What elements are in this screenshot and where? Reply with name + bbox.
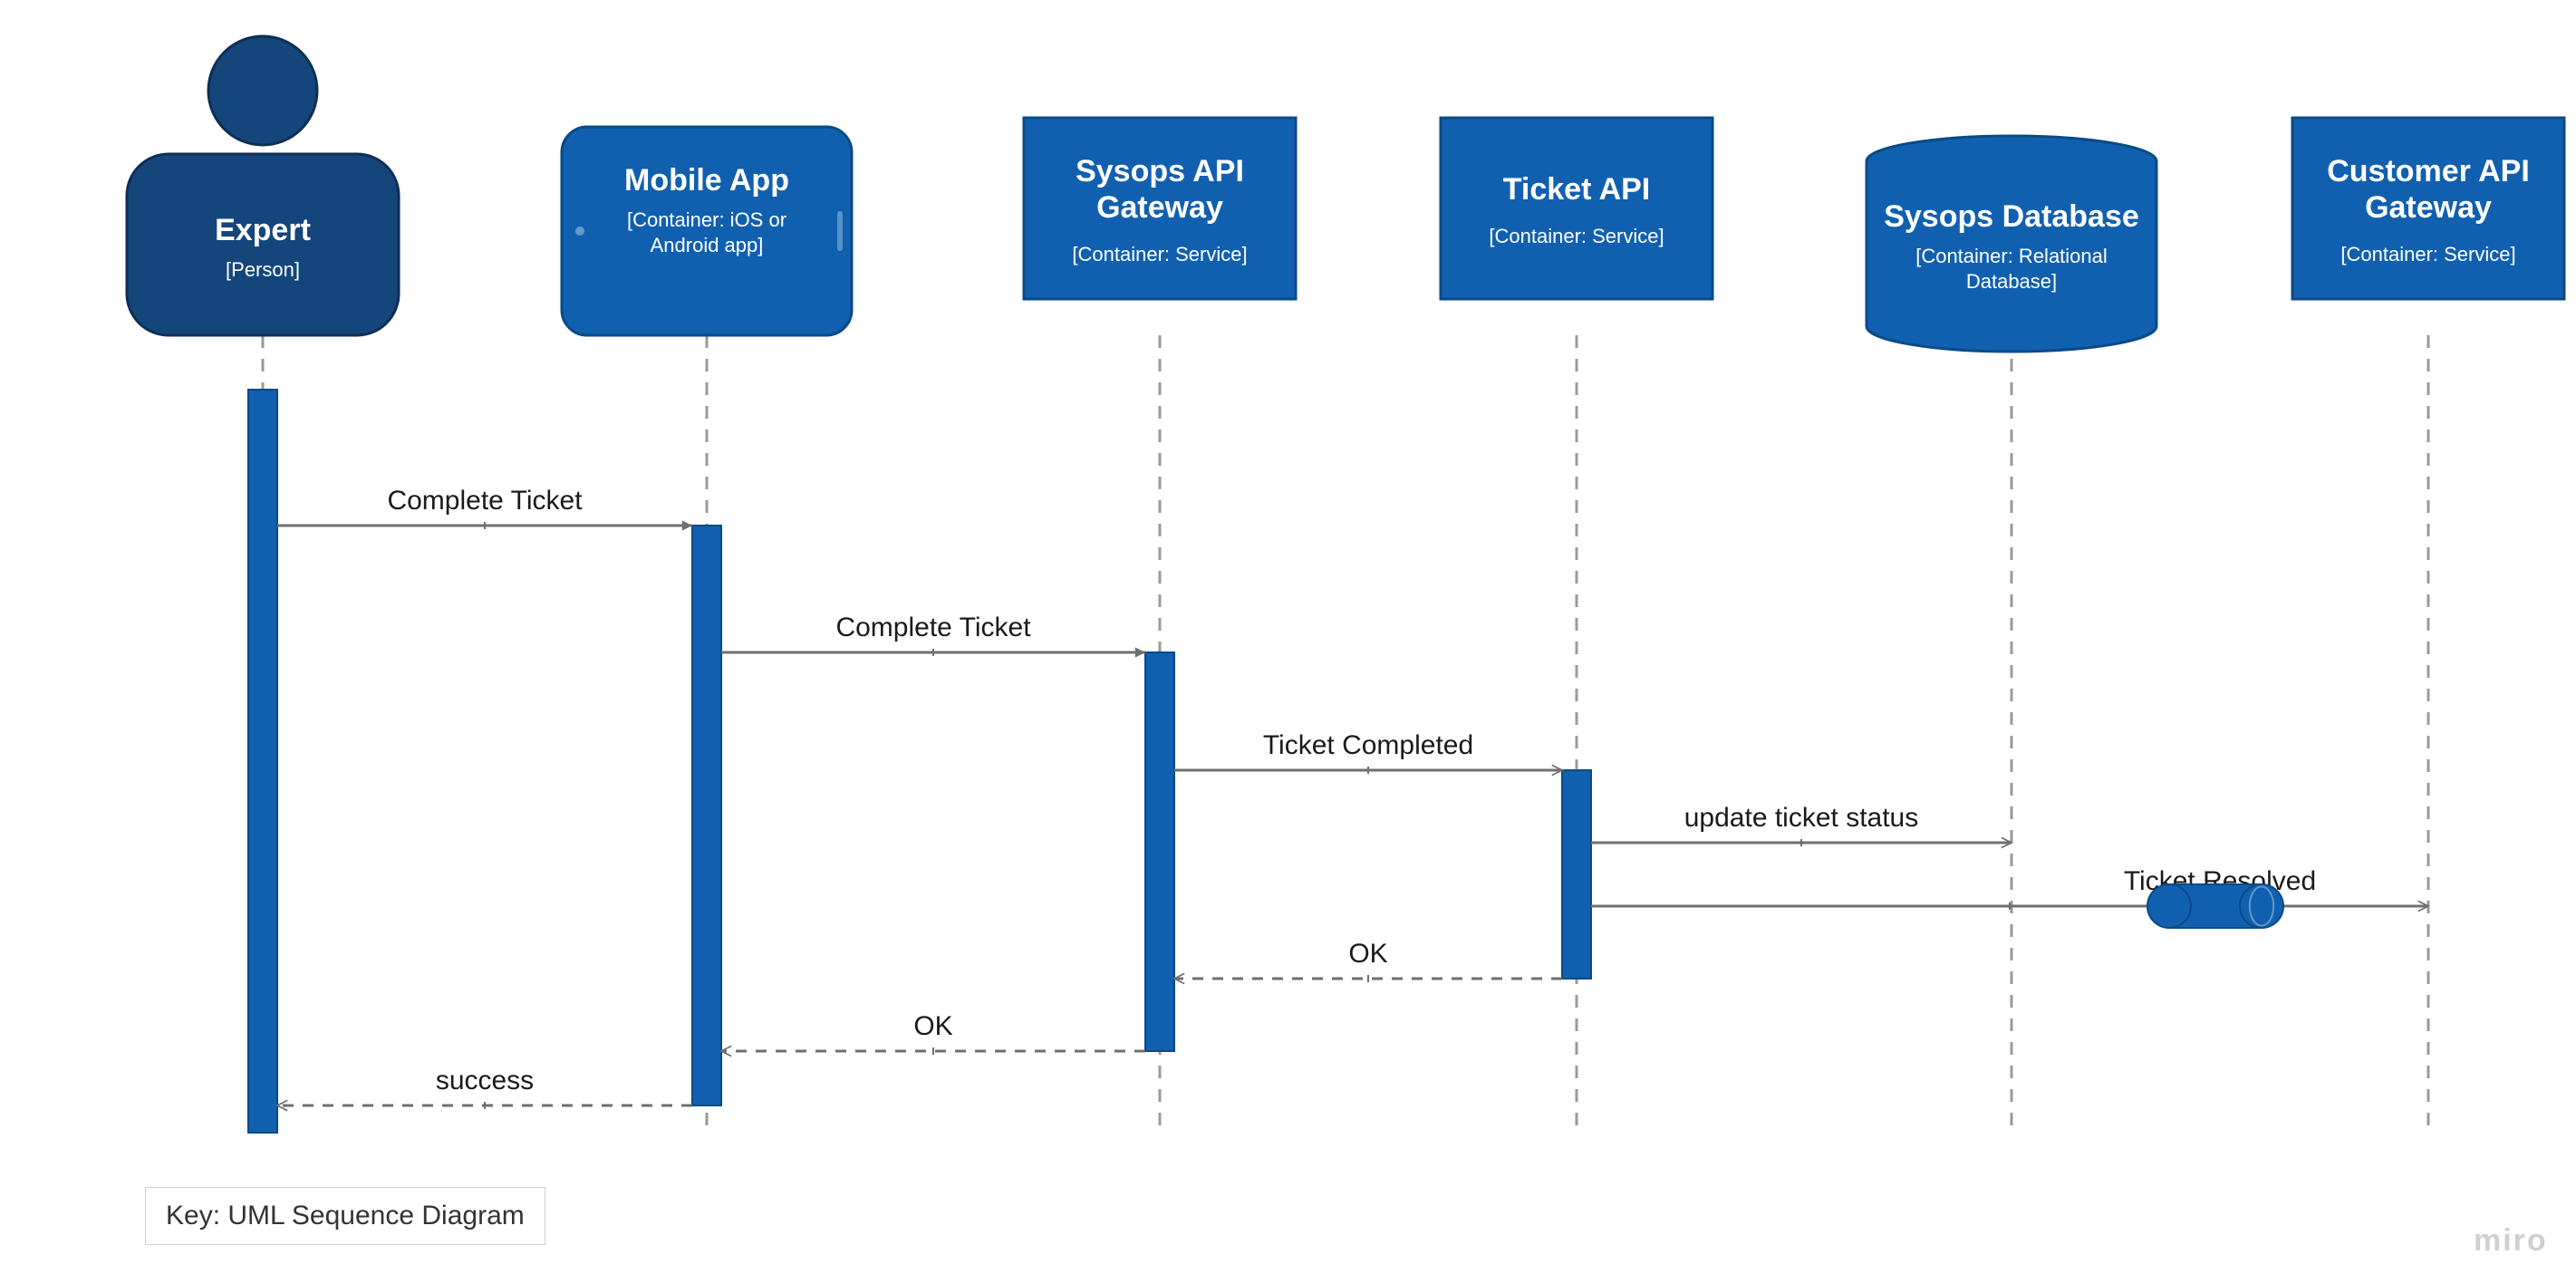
participant-title: Expert [215, 213, 311, 247]
participant-title: Gateway [2365, 190, 2492, 225]
participant-subtitle: [Container: Relational [1915, 245, 2108, 267]
message-label: Complete Ticket [835, 613, 1031, 642]
message-label: Ticket Completed [1263, 730, 1473, 760]
diagram-canvas: Expert [Person] Mobile App [Container: iOS … [0, 0, 2576, 1274]
message-label: success [436, 1066, 534, 1095]
participant-subtitle: Android app] [651, 234, 764, 256]
participant-db: Sysops Database [Container: Relational Dat… [1867, 136, 2156, 352]
participant-ticket: Ticket API [Container: Service] [1441, 118, 1713, 299]
participant-subtitle: [Person] [226, 258, 300, 281]
activation-mobile [692, 526, 721, 1105]
participant-mobile: Mobile App [Container: iOS or Android app] [562, 127, 852, 335]
message-label: Complete Ticket [387, 486, 583, 516]
message-m1: Complete Ticket [277, 486, 692, 529]
message-label: OK [1348, 939, 1387, 969]
message-m8: success [277, 1066, 692, 1109]
watermark: miro [2474, 1223, 2548, 1259]
activation-ticket [1562, 770, 1591, 979]
message-label: OK [913, 1011, 952, 1041]
participant-title: Ticket API [1503, 172, 1651, 207]
participant-title: Sysops API [1076, 154, 1244, 188]
diagram-key: Key: UML Sequence Diagram [145, 1187, 545, 1245]
sequence-diagram-svg: Expert [Person] Mobile App [Container: iOS … [0, 0, 2576, 1274]
message-m6: OK [1174, 939, 1562, 982]
activation-sysops [1145, 652, 1174, 1051]
participant-sysops: Sysops APIGateway [Container: Service] [1024, 118, 1296, 299]
participant-title: Mobile App [624, 163, 789, 198]
participant-subtitle: [Container: Service] [1072, 243, 1247, 265]
message-m4: update ticket status [1591, 803, 2012, 846]
message-label: update ticket status [1684, 803, 1919, 833]
participant-subtitle: Database] [1966, 270, 2057, 293]
message-m5: Ticket Resolved [1591, 866, 2428, 928]
activation-expert [248, 390, 277, 1133]
message-m3: Ticket Completed [1174, 730, 1562, 774]
participant-subtitle: [Container: iOS or [627, 208, 786, 231]
message-m2: Complete Ticket [721, 613, 1145, 656]
participant-title: Gateway [1096, 190, 1223, 225]
participant-customer: Customer APIGateway [Container: Service] [2292, 118, 2564, 299]
participant-subtitle: [Container: Service] [1489, 225, 1664, 247]
participant-title: Customer API [2327, 154, 2530, 188]
participant-expert: Expert [Person] [127, 36, 399, 335]
message-m7: OK [721, 1011, 1145, 1055]
participant-title: Sysops Database [1884, 199, 2139, 234]
participant-subtitle: [Container: Service] [2340, 243, 2515, 265]
